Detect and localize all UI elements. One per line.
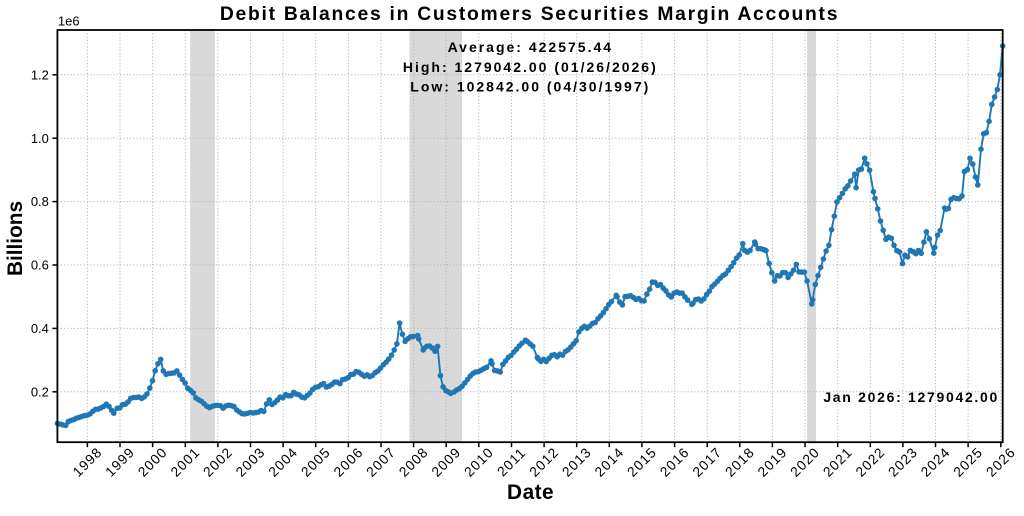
svg-text:Billions: Billions	[4, 201, 27, 276]
svg-text:1.0: 1.0	[31, 131, 49, 146]
svg-text:0.4: 0.4	[31, 321, 49, 336]
svg-text:0.8: 0.8	[31, 194, 49, 209]
svg-text:Debit Balances in Customers Se: Debit Balances in Customers Securities M…	[220, 4, 839, 25]
svg-text:High: 1279042.00 (01/26/2026): High: 1279042.00 (01/26/2026)	[403, 59, 658, 75]
svg-text:0.2: 0.2	[31, 384, 49, 399]
svg-text:0.6: 0.6	[31, 258, 49, 273]
svg-text:Low: 102842.00 (04/30/1997): Low: 102842.00 (04/30/1997)	[410, 78, 650, 94]
svg-text:1e6: 1e6	[58, 14, 80, 29]
svg-text:Jan 2026: 1279042.00: Jan 2026: 1279042.00	[823, 389, 999, 405]
svg-text:Average: 422575.44: Average: 422575.44	[448, 39, 613, 55]
svg-text:Date: Date	[507, 481, 554, 504]
svg-text:1.2: 1.2	[31, 67, 49, 82]
